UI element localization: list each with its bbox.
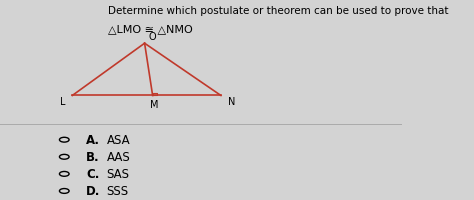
Text: A.: A. [86, 134, 100, 146]
Text: D.: D. [86, 185, 101, 197]
Text: Determine which postulate or theorem can be used to prove that: Determine which postulate or theorem can… [109, 6, 449, 16]
Text: N: N [228, 97, 236, 107]
Text: ASA: ASA [107, 134, 130, 146]
Text: AAS: AAS [107, 151, 130, 163]
Text: C.: C. [86, 168, 100, 180]
Text: SSS: SSS [107, 185, 128, 197]
Text: M: M [150, 100, 159, 110]
Text: L: L [60, 97, 65, 107]
Text: B.: B. [86, 151, 100, 163]
Text: SAS: SAS [107, 168, 129, 180]
Text: △LMO ≅ △NMO: △LMO ≅ △NMO [109, 24, 193, 34]
Text: O: O [149, 32, 156, 42]
